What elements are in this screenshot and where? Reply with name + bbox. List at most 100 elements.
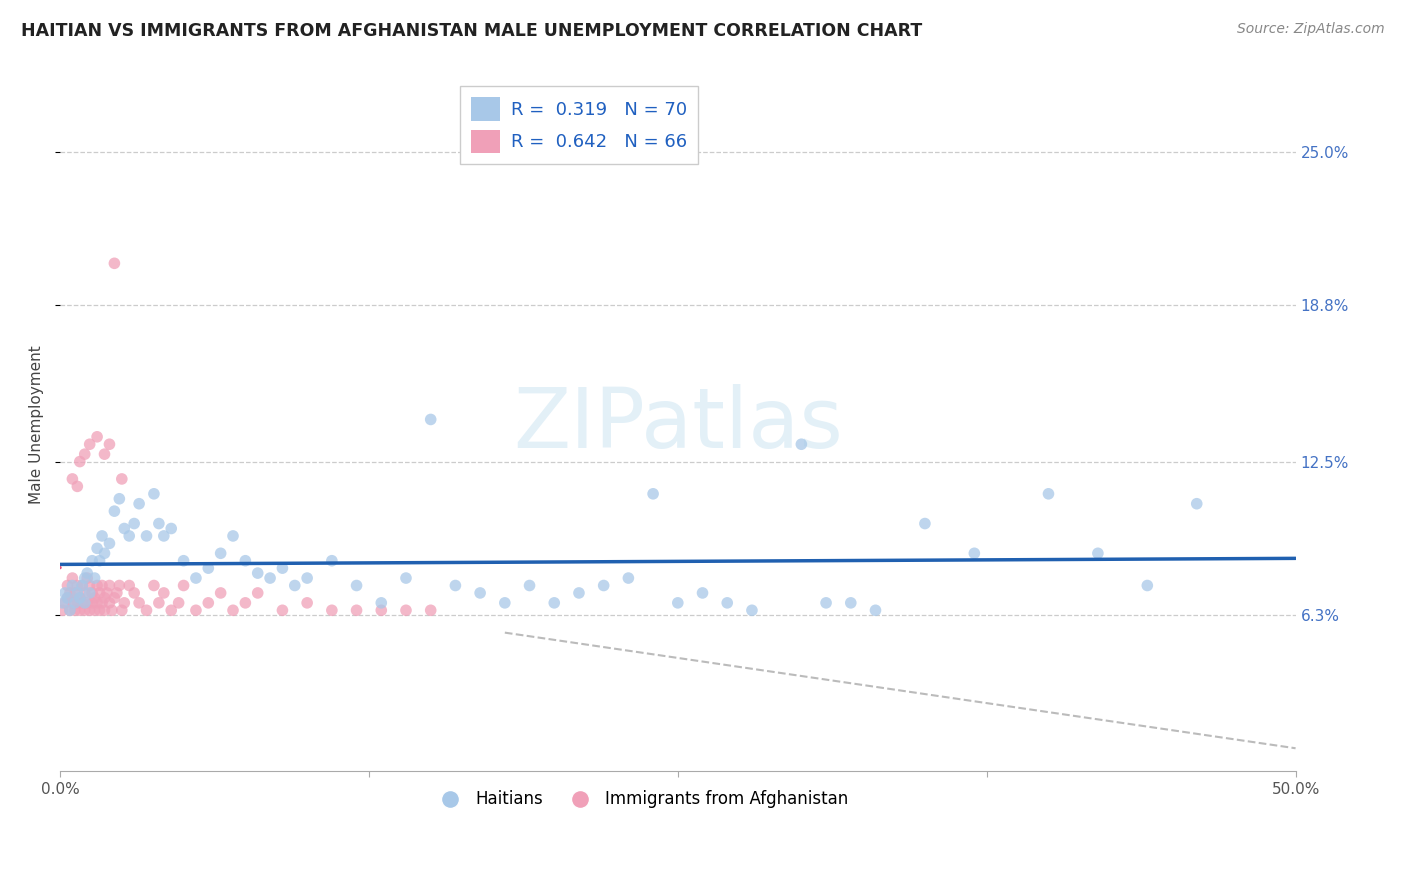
Point: [118, 578, 141, 592]
Point: [66, 596, 89, 610]
Point: [419, 412, 441, 426]
Point: [59, 586, 82, 600]
Point: [93, 603, 115, 617]
Point: [82, 596, 104, 610]
Point: [184, 571, 207, 585]
Point: [284, 578, 307, 592]
Point: [73, 603, 96, 617]
Point: [59, 603, 82, 617]
Point: [79, 578, 101, 592]
Point: [72, 578, 94, 592]
Point: [101, 603, 124, 617]
Point: [73, 447, 96, 461]
Point: [83, 571, 105, 585]
Point: [197, 596, 219, 610]
Point: [79, 437, 101, 451]
Point: [66, 586, 89, 600]
Point: [246, 586, 269, 600]
Point: [1136, 578, 1159, 592]
Point: [444, 578, 467, 592]
Point: [865, 603, 887, 617]
Point: [53, 586, 76, 600]
Point: [395, 571, 418, 585]
Point: [86, 578, 108, 592]
Point: [98, 437, 121, 451]
Point: [643, 487, 665, 501]
Y-axis label: Male Unemployment: Male Unemployment: [30, 345, 44, 504]
Point: [91, 529, 114, 543]
Point: [51, 596, 73, 610]
Point: [963, 546, 986, 560]
Point: [395, 603, 418, 617]
Point: [111, 472, 134, 486]
Legend: Haitians, Immigrants from Afghanistan: Haitians, Immigrants from Afghanistan: [427, 784, 855, 815]
Point: [128, 596, 150, 610]
Point: [592, 578, 614, 592]
Point: [86, 541, 108, 556]
Point: [666, 596, 689, 610]
Point: [321, 603, 343, 617]
Point: [105, 586, 128, 600]
Point: [69, 591, 91, 605]
Point: [468, 586, 491, 600]
Point: [815, 596, 838, 610]
Point: [222, 603, 245, 617]
Point: [76, 571, 98, 585]
Point: [160, 521, 183, 535]
Point: [568, 586, 591, 600]
Point: [56, 578, 79, 592]
Point: [271, 603, 294, 617]
Point: [73, 596, 96, 610]
Point: [86, 596, 108, 610]
Point: [494, 596, 516, 610]
Point: [69, 603, 91, 617]
Point: [142, 578, 165, 592]
Point: [86, 430, 108, 444]
Point: [103, 256, 125, 270]
Point: [543, 596, 565, 610]
Point: [103, 504, 125, 518]
Point: [93, 447, 115, 461]
Point: [103, 591, 125, 605]
Point: [66, 479, 89, 493]
Point: [60, 578, 83, 592]
Point: [60, 571, 83, 585]
Point: [98, 596, 121, 610]
Point: [118, 529, 141, 543]
Point: [153, 529, 176, 543]
Point: [98, 578, 121, 592]
Point: [370, 596, 392, 610]
Point: [790, 437, 813, 451]
Point: [79, 586, 101, 600]
Point: [98, 536, 121, 550]
Point: [1087, 546, 1109, 560]
Point: [69, 591, 91, 605]
Point: [184, 603, 207, 617]
Point: [63, 596, 86, 610]
Point: [1185, 497, 1208, 511]
Point: [167, 596, 190, 610]
Point: [128, 497, 150, 511]
Point: [63, 603, 86, 617]
Point: [82, 554, 104, 568]
Point: [346, 603, 368, 617]
Point: [122, 516, 145, 531]
Text: ZIPatlas: ZIPatlas: [513, 384, 842, 465]
Point: [271, 561, 294, 575]
Point: [914, 516, 936, 531]
Point: [76, 596, 98, 610]
Point: [73, 586, 96, 600]
Point: [56, 591, 79, 605]
Point: [83, 603, 105, 617]
Point: [209, 586, 232, 600]
Point: [122, 586, 145, 600]
Point: [89, 586, 111, 600]
Point: [692, 586, 714, 600]
Point: [142, 487, 165, 501]
Point: [91, 578, 114, 592]
Point: [93, 591, 115, 605]
Point: [56, 591, 79, 605]
Point: [60, 596, 83, 610]
Point: [82, 586, 104, 600]
Point: [295, 596, 318, 610]
